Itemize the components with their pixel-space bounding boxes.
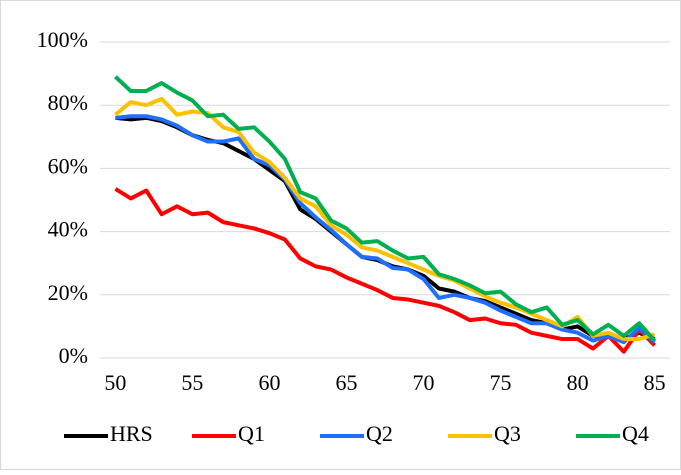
legend-label: HRS <box>110 421 153 446</box>
x-tick-label: 80 <box>567 370 589 395</box>
series-line <box>114 187 657 354</box>
legend-label: Q2 <box>366 421 393 446</box>
y-tick-label: 100% <box>37 27 88 52</box>
x-tick-label: 55 <box>181 370 203 395</box>
y-tick-label: 80% <box>48 90 88 115</box>
y-tick-label: 20% <box>48 280 88 305</box>
y-tick-label: 40% <box>48 217 88 242</box>
series-line <box>115 114 656 345</box>
x-tick-label: 75 <box>490 370 512 395</box>
x-tick-label: 85 <box>644 370 666 395</box>
legend-label: Q1 <box>238 421 265 446</box>
legend-label: Q3 <box>494 421 521 446</box>
series-line <box>114 75 657 342</box>
x-tick-label: 60 <box>258 370 280 395</box>
x-tick-label: 50 <box>104 370 126 395</box>
y-tick-label: 60% <box>48 153 88 178</box>
x-tick-label: 65 <box>335 370 357 395</box>
y-tick-label: 0% <box>59 343 88 368</box>
x-tick-label: 70 <box>413 370 435 395</box>
legend-label: Q4 <box>622 421 649 446</box>
